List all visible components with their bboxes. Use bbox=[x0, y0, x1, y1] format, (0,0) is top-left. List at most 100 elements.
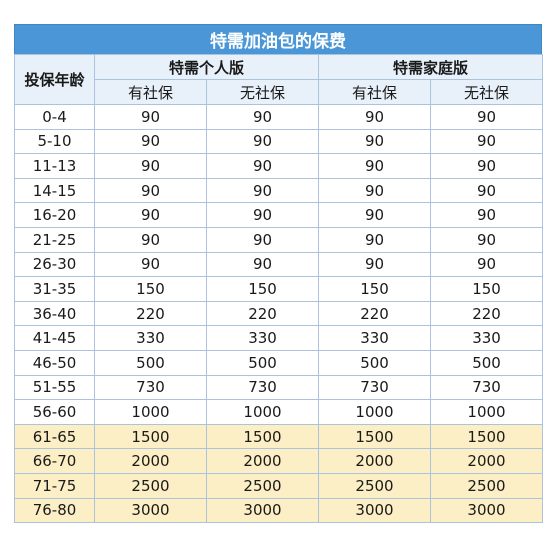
personal-without-social-cell: 90 bbox=[205, 177, 320, 204]
family-with-social-cell: 150 bbox=[318, 276, 432, 302]
table-row: 11-13 90 90 90 90 bbox=[14, 153, 544, 179]
table-row: 36-40 220 220 220 220 bbox=[14, 300, 544, 327]
family-without-social-cell: 500 bbox=[430, 349, 544, 376]
table-row: 5-10 90 90 90 90 bbox=[14, 128, 544, 155]
age-cell: 36-40 bbox=[14, 300, 95, 327]
family-with-social-header: 有社保 bbox=[318, 79, 432, 105]
personal-without-social-cell: 90 bbox=[205, 226, 320, 253]
family-with-social-cell: 90 bbox=[318, 226, 432, 253]
family-without-social-cell: 90 bbox=[430, 226, 544, 253]
premium-table-panel: 特需加油包的保费 投保年龄 特需个人版 特需家庭版 有社保 无社保 有社保 无社… bbox=[14, 24, 544, 524]
family-with-social-cell: 500 bbox=[318, 349, 432, 376]
personal-without-social-cell: 90 bbox=[205, 153, 320, 179]
family-without-social-cell: 90 bbox=[430, 251, 544, 278]
personal-with-social-cell: 90 bbox=[94, 202, 207, 228]
family-with-social-cell: 90 bbox=[318, 153, 432, 179]
age-cell: 14-15 bbox=[14, 177, 95, 204]
personal-without-social-cell: 2000 bbox=[205, 448, 320, 474]
table-row: 66-70 2000 2000 2000 2000 bbox=[14, 448, 544, 474]
family-with-social-cell: 1500 bbox=[318, 423, 432, 450]
age-cell: 56-60 bbox=[14, 399, 95, 425]
personal-with-social-cell: 90 bbox=[94, 153, 207, 179]
table-row: 71-75 2500 2500 2500 2500 bbox=[14, 472, 544, 499]
age-cell: 31-35 bbox=[14, 276, 95, 302]
personal-with-social-cell: 330 bbox=[94, 325, 207, 351]
personal-with-social-cell: 90 bbox=[94, 251, 207, 278]
personal-with-social-cell: 2500 bbox=[94, 472, 207, 499]
personal-with-social-cell: 220 bbox=[94, 300, 207, 327]
family-with-social-cell: 90 bbox=[318, 177, 432, 204]
table-body: 0-4 90 90 90 90 5-10 90 90 90 90 11-13 90 90 90 90 14-1… bbox=[14, 104, 544, 524]
family-with-social-cell: 730 bbox=[318, 374, 432, 401]
personal-with-social-header: 有社保 bbox=[94, 79, 207, 105]
family-without-social-cell: 90 bbox=[430, 153, 544, 179]
family-with-social-cell: 90 bbox=[318, 104, 432, 130]
family-with-social-cell: 90 bbox=[318, 251, 432, 278]
personal-with-social-cell: 90 bbox=[94, 128, 207, 155]
family-without-social-cell: 330 bbox=[430, 325, 544, 351]
age-cell: 71-75 bbox=[14, 472, 95, 499]
table-row: 31-35 150 150 150 150 bbox=[14, 276, 544, 302]
family-with-social-cell: 330 bbox=[318, 325, 432, 351]
table-header: 投保年龄 特需个人版 特需家庭版 有社保 无社保 有社保 无社保 bbox=[14, 54, 544, 105]
family-with-social-cell: 90 bbox=[318, 202, 432, 228]
personal-with-social-cell: 90 bbox=[94, 226, 207, 253]
personal-with-social-cell: 150 bbox=[94, 276, 207, 302]
family-without-social-cell: 2000 bbox=[430, 448, 544, 474]
age-cell: 66-70 bbox=[14, 448, 95, 474]
family-without-social-cell: 3000 bbox=[430, 497, 544, 524]
family-with-social-cell: 2500 bbox=[318, 472, 432, 499]
age-cell: 0-4 bbox=[14, 104, 95, 130]
personal-with-social-cell: 90 bbox=[94, 177, 207, 204]
table-row: 0-4 90 90 90 90 bbox=[14, 104, 544, 130]
personal-with-social-cell: 3000 bbox=[94, 497, 207, 524]
family-without-social-cell: 1500 bbox=[430, 423, 544, 450]
family-without-social-cell: 150 bbox=[430, 276, 544, 302]
age-cell: 41-45 bbox=[14, 325, 95, 351]
personal-without-social-cell: 3000 bbox=[205, 497, 320, 524]
personal-without-social-header: 无社保 bbox=[205, 79, 320, 105]
family-without-social-cell: 220 bbox=[430, 300, 544, 327]
table-row: 51-55 730 730 730 730 bbox=[14, 374, 544, 401]
family-without-social-cell: 90 bbox=[430, 202, 544, 228]
age-cell: 46-50 bbox=[14, 349, 95, 376]
personal-without-social-cell: 150 bbox=[205, 276, 320, 302]
personal-with-social-cell: 2000 bbox=[94, 448, 207, 474]
table-row: 61-65 1500 1500 1500 1500 bbox=[14, 423, 544, 450]
personal-without-social-cell: 220 bbox=[205, 300, 320, 327]
personal-plan-header: 特需个人版 bbox=[93, 54, 320, 80]
family-with-social-cell: 1000 bbox=[318, 399, 432, 425]
personal-with-social-cell: 1500 bbox=[94, 423, 207, 450]
personal-without-social-cell: 1000 bbox=[205, 399, 320, 425]
family-without-social-cell: 730 bbox=[430, 374, 544, 401]
age-column-header: 投保年龄 bbox=[14, 54, 95, 105]
age-cell: 26-30 bbox=[14, 251, 95, 278]
age-cell: 76-80 bbox=[14, 497, 95, 524]
personal-with-social-cell: 500 bbox=[94, 349, 207, 376]
family-without-social-cell: 90 bbox=[430, 104, 544, 130]
table-row: 46-50 500 500 500 500 bbox=[14, 349, 544, 376]
family-plan-header: 特需家庭版 bbox=[318, 54, 544, 80]
family-with-social-cell: 3000 bbox=[318, 497, 432, 524]
personal-without-social-cell: 2500 bbox=[205, 472, 320, 499]
table-row: 76-80 3000 3000 3000 3000 bbox=[14, 497, 544, 524]
age-cell: 5-10 bbox=[14, 128, 95, 155]
family-without-social-cell: 90 bbox=[430, 128, 544, 155]
personal-without-social-cell: 730 bbox=[205, 374, 320, 401]
personal-with-social-cell: 730 bbox=[94, 374, 207, 401]
family-with-social-cell: 90 bbox=[318, 128, 432, 155]
personal-without-social-cell: 90 bbox=[205, 202, 320, 228]
table-row: 21-25 90 90 90 90 bbox=[14, 226, 544, 253]
table-title: 特需加油包的保费 bbox=[14, 24, 542, 54]
personal-with-social-cell: 90 bbox=[94, 104, 207, 130]
age-cell: 11-13 bbox=[14, 153, 95, 179]
personal-without-social-cell: 90 bbox=[205, 128, 320, 155]
family-without-social-header: 无社保 bbox=[430, 79, 544, 105]
premium-table: 投保年龄 特需个人版 特需家庭版 有社保 无社保 有社保 无社保 0-4 90 90… bbox=[14, 54, 544, 524]
personal-without-social-cell: 500 bbox=[205, 349, 320, 376]
age-cell: 16-20 bbox=[14, 202, 95, 228]
table-row: 26-30 90 90 90 90 bbox=[14, 251, 544, 278]
family-without-social-cell: 90 bbox=[430, 177, 544, 204]
family-with-social-cell: 220 bbox=[318, 300, 432, 327]
family-without-social-cell: 2500 bbox=[430, 472, 544, 499]
